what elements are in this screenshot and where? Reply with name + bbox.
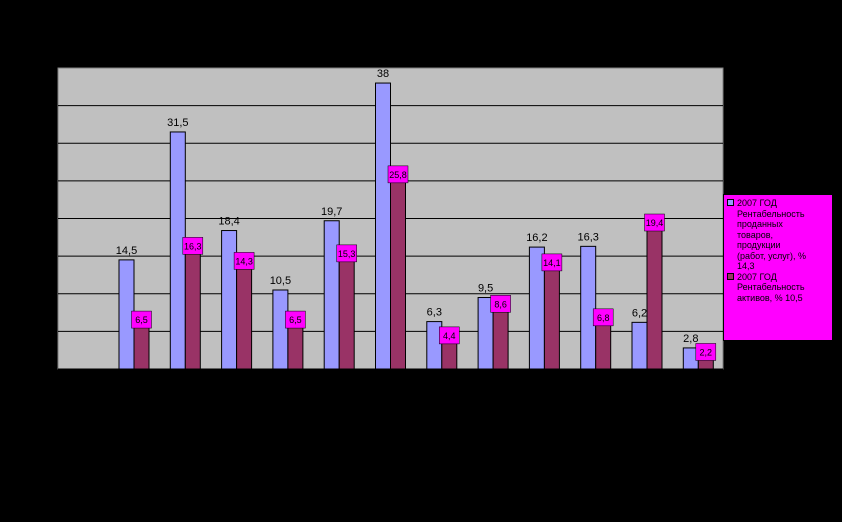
data-label-box-series-2: [387, 165, 409, 184]
data-label-box-series-2: [285, 310, 306, 329]
legend-swatch-series-2: [727, 272, 734, 280]
data-label-series-2: 14,3: [235, 256, 253, 266]
data-label-series-2: 6,5: [135, 315, 148, 325]
data-label-box-series-2: [336, 244, 357, 263]
bar-series-1: [272, 289, 289, 370]
data-label-series-2: 6,5: [289, 315, 302, 325]
bar-series-2: [184, 245, 201, 370]
data-label-series-2: 15,3: [338, 249, 356, 259]
bar-series-2: [338, 253, 355, 370]
bar-series-2: [543, 262, 560, 370]
data-label-series-1: 2,8: [683, 333, 698, 345]
bar-series-2: [492, 303, 509, 370]
legend-entry-series-1: 2007 ГОД Рентабельность проданных товаро…: [727, 198, 829, 272]
legend-entry-series-2: 2007 ГОД Рентабельность активов, % 10,5: [727, 272, 829, 304]
data-label-box-series-2: [695, 343, 717, 361]
data-label-series-2: 14,1: [543, 258, 561, 268]
data-label-series-1: 14,5: [116, 245, 137, 257]
data-label-series-2: 2,2: [700, 347, 713, 357]
data-label-series-1: 19,7: [321, 206, 342, 218]
data-label-series-1: 38: [377, 68, 389, 80]
data-label-series-1: 31,5: [167, 117, 188, 129]
data-label-series-1: 16,2: [526, 232, 547, 244]
data-label-series-1: 10,5: [270, 275, 291, 287]
data-label-box-series-2: [131, 310, 152, 329]
data-label-series-1: 6,2: [632, 307, 647, 319]
legend-label-series-2: 2007 ГОД Рентабельность активов, % 10,5: [737, 271, 805, 303]
legend-swatch-series-1: [727, 199, 734, 206]
data-label-box-series-2: [233, 252, 255, 270]
data-label-box-series-2: [439, 326, 460, 345]
bar-series-2: [236, 260, 253, 370]
bar-series-2: [646, 222, 663, 370]
data-label-series-1: 9,5: [478, 283, 493, 295]
legend: 2007 ГОД Рентабельность проданных товаро…: [723, 194, 833, 341]
bar-series-1: [323, 220, 340, 370]
data-label-box-series-2: [592, 308, 614, 327]
data-label-series-2: 19,4: [646, 218, 664, 228]
data-label-box-series-2: [182, 237, 204, 255]
legend-label-series-1: 2007 ГОД Рентабельность проданных товаро…: [737, 198, 807, 271]
data-label-series-1: 16,3: [577, 231, 598, 243]
data-label-box-series-2: [644, 213, 665, 232]
data-label-series-1: 18,4: [218, 216, 239, 228]
data-label-series-1: 6,3: [427, 307, 442, 319]
bar-series-1: [375, 82, 391, 370]
data-label-box-series-2: [490, 295, 511, 313]
data-label-series-2: 8,6: [494, 299, 507, 309]
data-label-box-series-2: [541, 253, 563, 272]
data-label-series-2: 16,3: [184, 241, 202, 251]
bar-series-2: [390, 174, 406, 370]
data-label-series-2: 25,8: [389, 170, 407, 180]
data-label-series-2: 4,4: [443, 331, 456, 341]
bar-series-1: [580, 245, 597, 370]
bar-series-1: [631, 321, 648, 370]
data-label-series-2: 6,8: [597, 313, 610, 323]
bar-series-1: [221, 230, 238, 370]
